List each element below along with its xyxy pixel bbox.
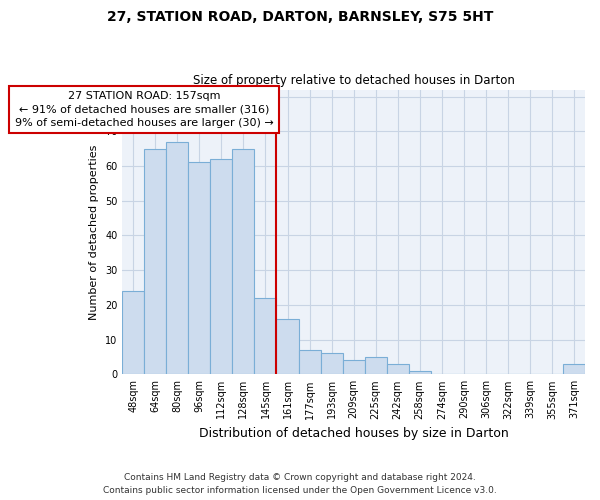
X-axis label: Distribution of detached houses by size in Darton: Distribution of detached houses by size … — [199, 427, 508, 440]
Bar — [122, 291, 144, 374]
Title: Size of property relative to detached houses in Darton: Size of property relative to detached ho… — [193, 74, 515, 87]
Bar — [144, 148, 166, 374]
Text: 27 STATION ROAD: 157sqm
← 91% of detached houses are smaller (316)
9% of semi-de: 27 STATION ROAD: 157sqm ← 91% of detache… — [15, 92, 274, 128]
Bar — [343, 360, 365, 374]
Bar — [232, 148, 254, 374]
Text: 27, STATION ROAD, DARTON, BARNSLEY, S75 5HT: 27, STATION ROAD, DARTON, BARNSLEY, S75 … — [107, 10, 493, 24]
Bar — [188, 162, 211, 374]
Text: Contains HM Land Registry data © Crown copyright and database right 2024.
Contai: Contains HM Land Registry data © Crown c… — [103, 474, 497, 495]
Bar — [254, 298, 277, 374]
Bar — [409, 371, 431, 374]
Bar — [563, 364, 585, 374]
Bar — [277, 318, 299, 374]
Bar — [211, 159, 232, 374]
Bar — [386, 364, 409, 374]
Bar — [299, 350, 320, 374]
Bar — [166, 142, 188, 374]
Bar — [320, 354, 343, 374]
Bar — [365, 357, 386, 374]
Y-axis label: Number of detached properties: Number of detached properties — [89, 144, 100, 320]
